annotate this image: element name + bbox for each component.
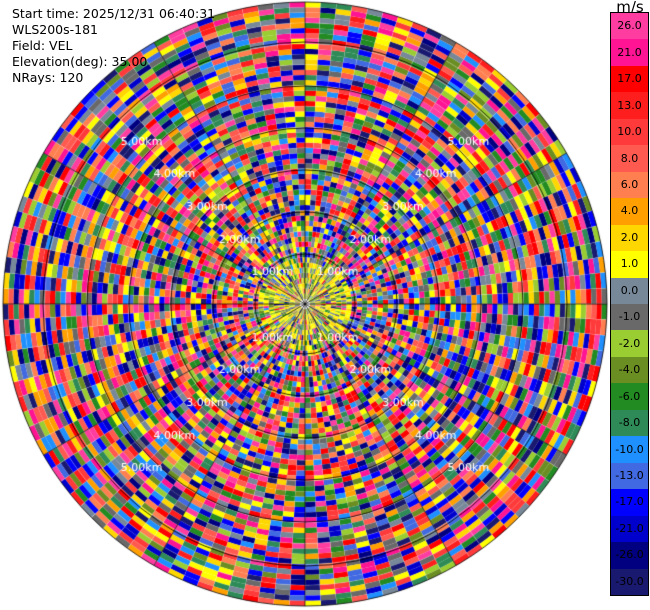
colorbar-segment [611, 277, 648, 305]
colorbar-tick-label: 1.0 [620, 257, 639, 271]
colorbar-segment [611, 489, 648, 517]
colorbar-tick-label: -21.0 [615, 521, 644, 535]
colorbar-segment [611, 198, 648, 226]
colorbar-tick-label: 0.0 [620, 283, 639, 297]
colorbar-segment [611, 39, 648, 67]
colorbar-segment [611, 251, 648, 279]
colorbar-segment [611, 462, 648, 490]
colorbar-segment [611, 436, 648, 464]
colorbar-segment [611, 356, 648, 384]
colorbar-segment [611, 13, 648, 40]
start-time-label: Start time: 2025/12/31 06:40:31 [12, 6, 216, 21]
colorbar-tick-label: -17.0 [615, 495, 644, 509]
colorbar-tick-label: 6.0 [620, 177, 639, 191]
colorbar-segment [611, 145, 648, 173]
velocity-colorbar: 26.0 21.0 17.0 13.0 10.0 8.0 6.0 4.0 2.0 1.0 0.0 -1… [610, 12, 649, 596]
colorbar-segment [611, 542, 648, 570]
colorbar-segment [611, 409, 648, 437]
colorbar-segment [611, 515, 648, 543]
colorbar-tick-label: -6.0 [618, 389, 641, 403]
colorbar-tick-label: -10.0 [615, 442, 644, 456]
colorbar-tick-label: -26.0 [615, 548, 644, 562]
colorbar-segment [611, 224, 648, 252]
colorbar-segment [611, 304, 648, 331]
colorbar-tick-label: 26.0 [617, 19, 642, 33]
nrays-label: NRays: 120 [12, 70, 84, 85]
field-label: Field: VEL [12, 38, 73, 53]
colorbar-tick-label: 13.0 [617, 98, 642, 112]
colorbar-tick-label: 21.0 [617, 45, 642, 59]
colorbar-tick-label: -13.0 [615, 468, 644, 482]
colorbar-unit: m/s [616, 0, 644, 16]
colorbar-tick-label: -4.0 [618, 363, 641, 377]
colorbar-segment [611, 171, 648, 199]
colorbar-tick-label: 4.0 [620, 204, 639, 218]
site-label: WLS200s-181 [12, 22, 98, 37]
colorbar-tick-label: 10.0 [617, 125, 642, 139]
colorbar-tick-label: -8.0 [618, 416, 641, 430]
colorbar-segment [611, 118, 648, 146]
colorbar-tick-label: 17.0 [617, 72, 642, 86]
radar-ppi-plot [0, 0, 610, 610]
colorbar-segment [611, 383, 648, 411]
colorbar-tick-label: -2.0 [618, 336, 641, 350]
colorbar-segment [611, 92, 648, 120]
colorbar-segment [611, 568, 648, 596]
elevation-label: Elevation(deg): 35.00 [12, 54, 148, 69]
colorbar-tick-label: 8.0 [620, 151, 639, 165]
colorbar-tick-label: -1.0 [618, 310, 641, 324]
colorbar-tick-label: -30.0 [615, 574, 644, 588]
colorbar-tick-label: 2.0 [620, 230, 639, 244]
scan-info-panel: Start time: 2025/12/31 06:40:31 WLS200s-… [12, 6, 215, 86]
colorbar-segment [611, 330, 648, 358]
colorbar-segment [611, 65, 648, 93]
